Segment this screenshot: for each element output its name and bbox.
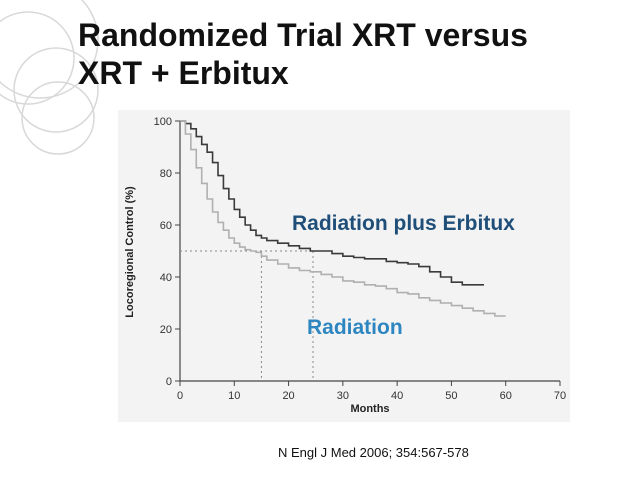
- series-radiation-line: [180, 120, 506, 317]
- y-tick-label: 40: [160, 272, 172, 284]
- x-tick-label: 40: [391, 390, 403, 402]
- x-axis-label: Months: [350, 403, 389, 415]
- x-tick-label: 70: [554, 390, 566, 402]
- y-tick-label: 80: [160, 168, 172, 180]
- slide-title-line-2: XRT + Erbitux: [78, 55, 289, 91]
- x-tick-label: 10: [228, 390, 240, 402]
- citation: N Engl J Med 2006; 354:567-578: [278, 445, 469, 460]
- y-tick-label: 60: [160, 220, 172, 232]
- y-tick-label: 100: [154, 116, 172, 128]
- slide-title-line-1: Randomized Trial XRT versus: [78, 17, 528, 53]
- series-radiation-plus-erbitux-line: [180, 120, 484, 286]
- legend-radiation-plus-erbitux: Radiation plus Erbitux: [292, 212, 515, 235]
- x-tick-label: 30: [337, 390, 349, 402]
- y-axis-label: Locoregional Control (%): [124, 186, 136, 318]
- legend-radiation: Radiation: [307, 316, 403, 339]
- x-tick-label: 20: [282, 390, 294, 402]
- x-tick-label: 60: [500, 390, 512, 402]
- slide-title: Randomized Trial XRT versus XRT + Erbitu…: [78, 16, 618, 92]
- y-tick-label: 0: [166, 376, 172, 388]
- chart-backdrop: [118, 110, 570, 422]
- x-tick-label: 50: [445, 390, 457, 402]
- y-tick-label: 20: [160, 324, 172, 336]
- x-tick-label: 0: [177, 390, 183, 402]
